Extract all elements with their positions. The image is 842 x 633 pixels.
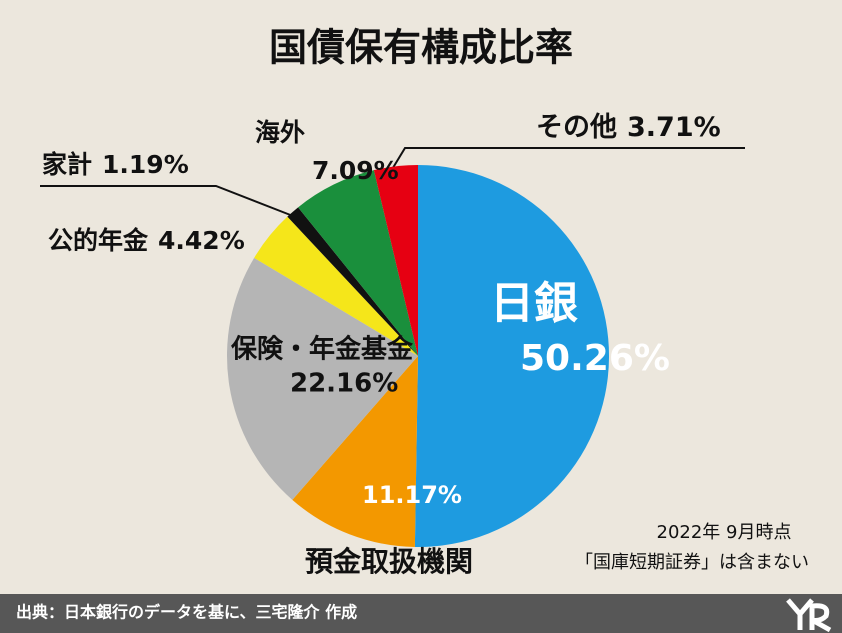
- pie-slice: [414, 165, 610, 548]
- slice-label: 家計 1.19%: [42, 150, 189, 179]
- pie-slice: [226, 257, 418, 500]
- pie-slice: [287, 207, 418, 356]
- pie-slice: [292, 356, 418, 547]
- slice-name: 保険・年金基金: [230, 334, 414, 365]
- note: 2022年 9月時点: [657, 522, 792, 543]
- slice-value-label: 22.16%: [290, 369, 398, 399]
- slice-name: 預金取扱機関: [305, 545, 473, 578]
- pie-slice: [254, 216, 418, 356]
- slice-name: 公的年金: [48, 226, 149, 255]
- slice-value-label: 11.17%: [362, 481, 462, 509]
- source: 出典：日本銀行のデータを基に、三宅隆介 作成: [16, 603, 357, 622]
- slice-label: 公的年金 4.42%: [48, 226, 245, 255]
- note: 「国庫短期証券」は含まない: [575, 552, 809, 573]
- slice-value-label: 1.19%: [102, 150, 189, 179]
- footer-bar: [0, 594, 842, 633]
- slice-label: その他 3.71%: [536, 112, 721, 143]
- slice-name: 日銀: [490, 278, 578, 329]
- slice-value-label: 3.71%: [627, 112, 721, 143]
- pie-slice: [373, 165, 418, 356]
- leader-line: [40, 185, 294, 217]
- slice-name: 海外: [255, 118, 305, 147]
- slice-name: その他: [536, 112, 617, 143]
- slice-value-label: 7.09%: [312, 156, 399, 185]
- logo: [786, 598, 832, 633]
- slice-value-label: 4.42%: [158, 226, 245, 255]
- pie: [226, 165, 610, 548]
- pie-slice: [298, 170, 418, 356]
- chart-title: 国債保有構成比率: [269, 26, 573, 70]
- slice-value-label: 50.26%: [520, 338, 670, 379]
- slice-name: 家計: [42, 150, 92, 179]
